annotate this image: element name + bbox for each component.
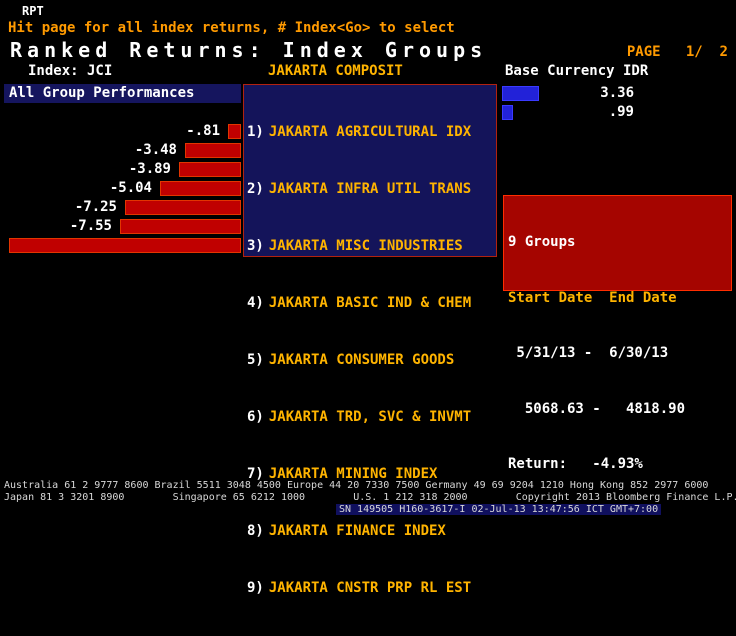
group-list-item[interactable]: 3) JAKARTA MISC INDUSTRIES xyxy=(244,237,496,256)
bar-value-label: -7.25 xyxy=(74,199,117,215)
footer-session-info: SN 149505 H160-3617-I 02-Jul-13 13:47:56… xyxy=(0,504,736,515)
group-list-item[interactable]: 2) JAKARTA INFRA UTIL TRANS xyxy=(244,180,496,199)
bar-row-negative: -3.89 xyxy=(0,162,241,177)
page-indicator[interactable]: PAGE 1/ 2 xyxy=(626,44,728,60)
group-list-item[interactable]: 4) JAKARTA BASIC IND & CHEM xyxy=(244,294,496,313)
total-return: Return: -4.93% xyxy=(508,456,643,472)
date-range: 5/31/13 - 6/30/13 xyxy=(508,345,669,361)
date-column-headers: Start Date End Date xyxy=(508,289,677,306)
base-currency-label: Base Currency IDR xyxy=(505,63,649,79)
negative-bar xyxy=(185,143,241,158)
group-list-item[interactable]: 8) JAKARTA FINANCE INDEX xyxy=(244,522,496,541)
bar-value-label: .99 xyxy=(608,104,634,120)
item-number: 1) xyxy=(247,124,264,140)
group-list-item[interactable]: 5) JAKARTA CONSUMER GOODS xyxy=(244,351,496,370)
bar-value-label: -3.89 xyxy=(128,161,171,177)
bar-row-positive: .99 xyxy=(502,105,736,120)
negative-bar xyxy=(120,219,241,234)
bar-value-label: -3.48 xyxy=(134,142,177,158)
bar-row-negative: -3.48 xyxy=(0,143,241,158)
positive-bar xyxy=(502,86,539,101)
summary-panel: 9 Groups Start Date End Date 5/31/13 - 6… xyxy=(503,195,732,472)
positive-bar xyxy=(502,105,513,120)
group-list-item[interactable]: 9) JAKARTA CNSTR PRP RL EST xyxy=(244,579,496,598)
group-list-item[interactable]: 1) JAKARTA AGRICULTURAL IDX xyxy=(244,123,496,142)
session-id: SN 149505 H160-3617-I 02-Jul-13 13:47:56… xyxy=(336,504,662,515)
group-list: 1) JAKARTA AGRICULTURAL IDX 2) JAKARTA INF… xyxy=(243,84,497,596)
item-number: 9) xyxy=(247,580,264,596)
footer-contacts-line1: Australia 61 2 9777 8600 Brazil 5511 304… xyxy=(4,480,709,491)
all-group-performances-button[interactable]: All Group Performances xyxy=(4,84,241,103)
item-number: 7) xyxy=(247,466,264,482)
negative-bar xyxy=(160,181,241,196)
bloomberg-terminal-screen: RPT Hit page for all index returns, # In… xyxy=(0,4,736,596)
negative-bar xyxy=(179,162,241,177)
item-number: 8) xyxy=(247,523,264,539)
item-number: 3) xyxy=(247,238,264,254)
item-number: 2) xyxy=(247,181,264,197)
bar-row-negative: -14.51 xyxy=(0,238,241,253)
item-number: 4) xyxy=(247,295,264,311)
item-name: JAKARTA BASIC IND & CHEM xyxy=(268,295,472,311)
negative-bar xyxy=(228,124,241,139)
item-name: JAKARTA CONSUMER GOODS xyxy=(268,352,455,368)
bar-row-positive: 3.36 xyxy=(502,86,736,101)
bar-value-label: -7.55 xyxy=(69,218,112,234)
item-name: JAKARTA MINING INDEX xyxy=(268,466,438,482)
index-name: JAKARTA COMPOSIT xyxy=(268,63,403,79)
item-name: JAKARTA INFRA UTIL TRANS xyxy=(268,181,472,197)
hint-line: Hit page for all index returns, # Index<… xyxy=(8,20,455,36)
bar-row-negative: -.81 xyxy=(0,124,241,139)
function-code: RPT xyxy=(22,4,44,18)
footer-contacts-line2: Japan 81 3 3201 8900 Singapore 65 6212 1… xyxy=(4,492,736,503)
item-name: JAKARTA AGRICULTURAL IDX xyxy=(268,124,472,140)
bar-row-negative: -7.55 xyxy=(0,219,241,234)
negative-bar xyxy=(125,200,241,215)
negative-bar xyxy=(9,238,241,253)
item-number: 6) xyxy=(247,409,264,425)
item-name: JAKARTA TRD, SVC & INVMT xyxy=(268,409,472,425)
page-title: Ranked Returns: Index Groups xyxy=(10,38,488,62)
item-number: 5) xyxy=(247,352,264,368)
bar-value-label: -5.04 xyxy=(109,180,152,196)
item-name: JAKARTA CNSTR PRP RL EST xyxy=(268,580,472,596)
index-value-range: 5068.63 - 4818.90 xyxy=(508,400,686,417)
bar-value-label: 3.36 xyxy=(600,85,634,101)
bar-row-negative: -5.04 xyxy=(0,181,241,196)
item-name: JAKARTA FINANCE INDEX xyxy=(268,523,446,539)
group-list-item[interactable]: 7) JAKARTA MINING INDEX xyxy=(244,465,496,484)
bar-row-negative: -7.25 xyxy=(0,200,241,215)
index-label: Index: JCI xyxy=(28,63,113,79)
groups-count: 9 Groups xyxy=(508,234,576,250)
group-list-item[interactable]: 6) JAKARTA TRD, SVC & INVMT xyxy=(244,408,496,427)
bar-value-label: -.81 xyxy=(186,123,220,139)
item-name: JAKARTA MISC INDUSTRIES xyxy=(268,238,463,254)
